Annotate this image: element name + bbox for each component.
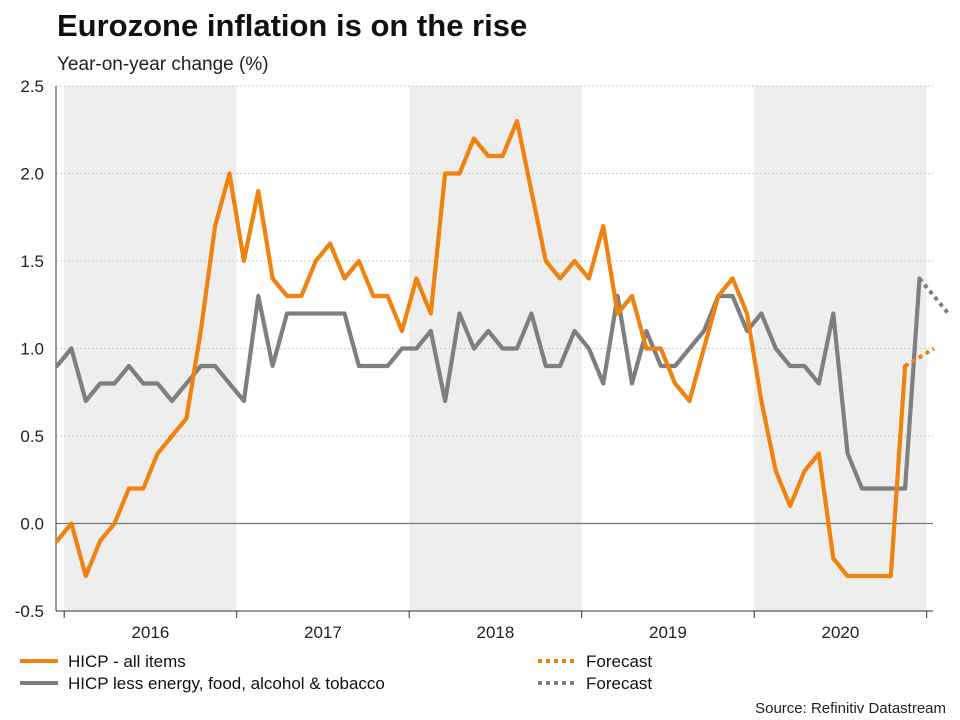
axes: -0.5 0.0 0.5 1.0 1.5 2.0 2.5 2016 2017 2018 2019 20…: [15, 77, 933, 642]
x-tick-label: 2016: [132, 623, 170, 642]
chart-title: Eurozone inflation is on the rise: [57, 8, 527, 43]
legend: HICP - all items HICP less energy, food,…: [20, 652, 652, 693]
series-lines: [54, 118, 950, 579]
y-tick-label: -0.5: [15, 602, 44, 621]
source-note: Source: Refinitiv Datastream: [755, 700, 946, 717]
legend-label-hicp-all: HICP - all items: [68, 652, 186, 671]
y-tick-label: 2.5: [20, 77, 44, 96]
series-line-hicp-all: [54, 118, 908, 579]
x-tick-label: 2018: [477, 623, 515, 642]
gridlines: [56, 85, 933, 525]
y-tick-label: 1.5: [20, 252, 44, 271]
series-line-hicp-core: [54, 276, 922, 491]
chart-subtitle: Year-on-year change (%): [57, 54, 269, 75]
y-tick-label: 0.5: [20, 427, 44, 446]
legend-label-hicp-core: HICP less energy, food, alcohol & tobacc…: [68, 674, 385, 693]
y-tick-label: 1.0: [20, 340, 44, 359]
x-tick-label: 2020: [822, 623, 860, 642]
legend-label-forecast-core: Forecast: [586, 674, 652, 693]
year-band-2016: [64, 86, 237, 611]
x-tick-label: 2017: [304, 623, 342, 642]
y-tick-label: 0.0: [20, 515, 44, 534]
forecast-line-hicp-all: [904, 346, 935, 368]
y-tick-label: 2.0: [20, 165, 44, 184]
x-tick-label: 2019: [649, 623, 687, 642]
legend-label-forecast-all: Forecast: [586, 652, 652, 671]
